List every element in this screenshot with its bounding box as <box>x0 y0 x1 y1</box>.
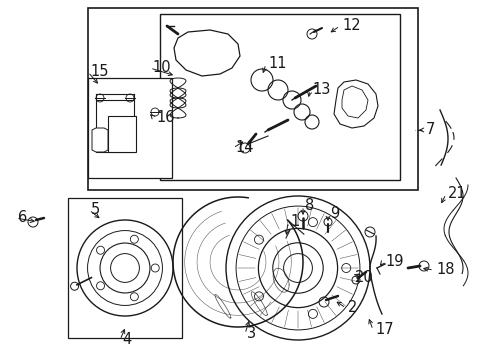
Polygon shape <box>174 30 240 76</box>
Bar <box>88 8 418 190</box>
Text: 10: 10 <box>152 60 171 76</box>
Bar <box>96 100 134 152</box>
Text: 21: 21 <box>448 186 466 202</box>
Polygon shape <box>334 80 378 128</box>
Text: 16: 16 <box>156 111 174 126</box>
Text: 6: 6 <box>18 211 27 225</box>
Text: 9: 9 <box>330 207 339 221</box>
Text: 14: 14 <box>235 140 253 156</box>
Text: 7: 7 <box>426 122 436 138</box>
Text: 15: 15 <box>90 64 108 80</box>
Bar <box>108 116 136 152</box>
Text: 5: 5 <box>91 202 100 217</box>
Polygon shape <box>342 86 368 118</box>
Bar <box>68 198 182 338</box>
Text: 19: 19 <box>385 255 403 270</box>
Text: 1: 1 <box>290 215 299 230</box>
Text: 4: 4 <box>122 333 131 347</box>
Text: 11: 11 <box>268 57 287 72</box>
Text: 8: 8 <box>305 198 314 213</box>
Text: 13: 13 <box>312 82 330 98</box>
Text: 2: 2 <box>348 301 357 315</box>
Text: 17: 17 <box>375 323 393 338</box>
Text: 3: 3 <box>247 327 256 342</box>
Bar <box>160 14 400 180</box>
Text: 20: 20 <box>355 270 374 285</box>
Polygon shape <box>92 128 108 152</box>
Text: 18: 18 <box>436 262 455 278</box>
Bar <box>88 78 172 178</box>
Text: 12: 12 <box>342 18 361 33</box>
